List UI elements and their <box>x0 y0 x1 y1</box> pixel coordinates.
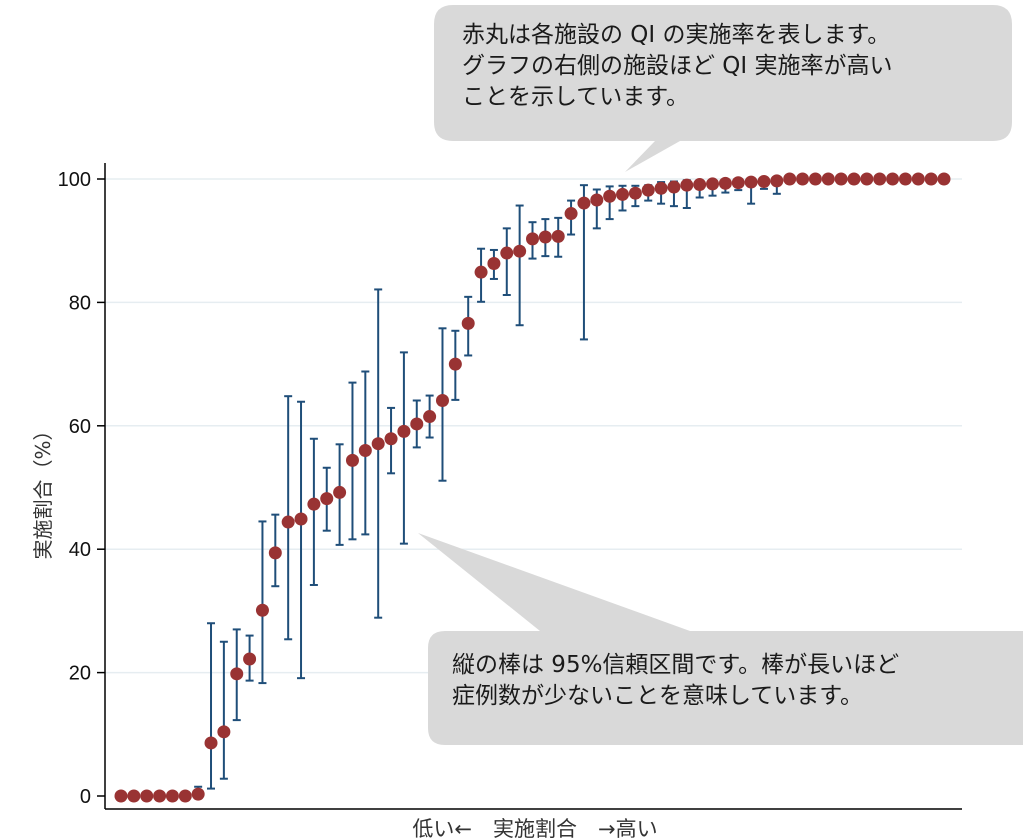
data-point <box>834 172 848 186</box>
data-point <box>847 172 861 186</box>
data-point <box>551 229 565 243</box>
y-tick-label: 100 <box>58 169 91 191</box>
data-point <box>783 172 797 186</box>
data-point <box>333 485 347 499</box>
data-point <box>474 265 488 279</box>
callout-bottom-text: 縦の棒は 95%信頼区間です。棒が長いほど 症例数が少ないことを意味しています。 <box>452 650 1012 712</box>
error-bar <box>399 351 408 545</box>
data-point <box>628 186 642 200</box>
data-point <box>667 180 681 194</box>
data-point <box>513 244 527 258</box>
error-bar <box>374 288 383 619</box>
callout-top-line-1: 赤丸は各施設の QI の実施率を表します。 <box>462 22 891 48</box>
data-point <box>590 193 604 207</box>
data-point <box>255 603 269 617</box>
data-point <box>461 316 475 330</box>
callout-bottom-line-2: 症例数が少ないことを意味しています。 <box>452 683 864 709</box>
y-tick-label: 20 <box>69 663 91 685</box>
data-point <box>294 512 308 526</box>
error-bar <box>579 184 588 341</box>
data-point <box>937 172 951 186</box>
data-point <box>654 181 668 195</box>
data-point <box>281 515 295 529</box>
data-point <box>873 172 887 186</box>
data-point <box>165 789 179 803</box>
data-point <box>500 246 514 260</box>
data-point <box>808 172 822 186</box>
data-point <box>140 789 154 803</box>
data-point <box>320 492 334 506</box>
data-point <box>744 175 758 189</box>
data-point <box>153 789 167 803</box>
data-point <box>821 172 835 186</box>
callout-top <box>434 5 1012 172</box>
data-point <box>191 787 205 801</box>
error-bar <box>207 622 216 790</box>
callout-bottom-line-1: 縦の棒は 95%信頼区間です。棒が長いほど <box>452 652 900 678</box>
data-point <box>358 443 372 457</box>
y-tick-label: 40 <box>69 539 91 561</box>
data-point <box>706 177 720 191</box>
data-point <box>371 437 385 451</box>
data-point <box>384 432 398 446</box>
data-point <box>538 230 552 244</box>
data-point <box>204 736 218 750</box>
data-point <box>860 172 874 186</box>
data-point <box>307 497 321 511</box>
error-bar <box>502 227 511 296</box>
data-point <box>616 187 630 201</box>
data-point <box>731 176 745 190</box>
x-axis-label: 低い← 実施割合 →高い <box>412 817 657 840</box>
callout-top-bubble <box>434 5 1012 172</box>
error-bar <box>309 437 318 586</box>
error-bar <box>219 640 228 780</box>
data-point <box>603 189 617 203</box>
data-point <box>448 357 462 371</box>
data-point <box>178 789 192 803</box>
callout-top-line-3: ことを示しています。 <box>462 84 690 110</box>
data-point <box>410 417 424 431</box>
data-point <box>397 424 411 438</box>
data-point <box>718 176 732 190</box>
data-point <box>693 178 707 192</box>
data-point <box>435 394 449 408</box>
data-point <box>577 196 591 210</box>
data-point <box>796 172 810 186</box>
axes <box>104 163 962 810</box>
error-bar <box>258 520 267 685</box>
error-bar <box>515 204 524 327</box>
data-point <box>886 172 900 186</box>
data-point <box>680 178 694 192</box>
y-axis-label: 実施割合（%） <box>31 420 55 559</box>
data-point <box>217 725 231 739</box>
data-point <box>243 652 257 666</box>
y-tick-label: 80 <box>69 292 91 314</box>
callout-bottom <box>418 533 1023 745</box>
data-point <box>127 789 141 803</box>
data-point <box>487 257 501 271</box>
data-point <box>911 172 925 186</box>
y-tick-label: 0 <box>80 786 91 808</box>
callout-bottom-bubble <box>418 533 1023 745</box>
data-point <box>526 232 539 246</box>
error-bar <box>297 400 306 680</box>
data-point <box>268 546 282 560</box>
data-points <box>114 172 951 803</box>
data-point <box>641 183 655 197</box>
data-point <box>230 667 244 681</box>
data-point <box>114 789 128 803</box>
y-tick-label: 60 <box>69 416 91 438</box>
y-ticks: 0 20 40 60 80 100 <box>58 169 105 808</box>
data-point <box>770 174 784 188</box>
data-point <box>423 410 437 424</box>
data-point <box>345 453 359 467</box>
callout-top-text: 赤丸は各施設の QI の実施率を表します。 グラフの右側の施設ほど QI 実施率… <box>462 20 982 113</box>
data-point <box>564 207 578 221</box>
data-point <box>898 172 912 186</box>
callout-top-line-2: グラフの右側の施設ほど QI 実施率が高い <box>462 53 893 79</box>
data-point <box>757 174 771 188</box>
data-point <box>924 172 938 186</box>
